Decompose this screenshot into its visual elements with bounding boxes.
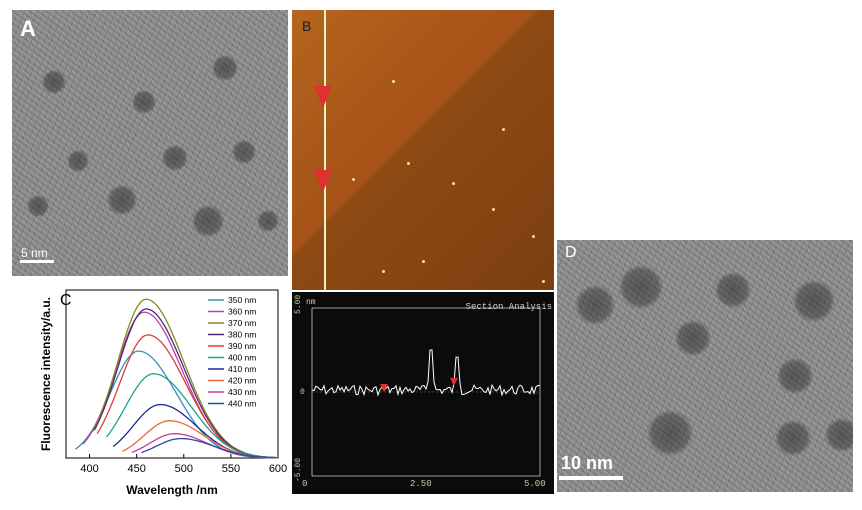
nanoparticle <box>27 195 49 217</box>
scale-label-a: 5 nm <box>21 246 48 260</box>
scale-bar-a <box>20 260 54 263</box>
legend-label: 350 nm <box>228 295 256 305</box>
section-unit: nm <box>306 298 316 307</box>
panel-letter-c: C <box>60 292 72 309</box>
series-line-400-nm <box>105 373 278 459</box>
scale-label-d: 10 nm <box>561 453 614 473</box>
legend-label: 360 nm <box>228 307 256 317</box>
fluorescence-chart-svg: 400 450 500 550 600 Wavelength /nm Fluorescenc… <box>39 289 287 497</box>
panel-a-tem-image: A 5 nm <box>12 10 288 276</box>
nanoparticle <box>132 90 156 114</box>
section-marker-2 <box>450 378 458 386</box>
legend-label: 390 nm <box>228 341 256 351</box>
section-marker-1 <box>380 384 388 392</box>
x-tick-label: 450 <box>127 463 145 475</box>
section-analysis-panel: nm Section Analysis 5.00 0 -5.00 0 2.50 … <box>292 292 554 494</box>
section-title: Section Analysis <box>465 302 552 312</box>
nanoparticle <box>775 420 811 456</box>
marker-arrow-bottom <box>314 170 332 192</box>
section-y-tick-mid: 0 <box>300 388 305 397</box>
nanoparticle <box>575 285 615 325</box>
marker-arrow-top <box>314 86 332 108</box>
section-line <box>324 10 326 290</box>
section-x-tick-mid: 2.50 <box>410 479 432 489</box>
panel-letter-d: D <box>565 244 577 261</box>
plot-frame <box>65 289 279 459</box>
legend-label: 400 nm <box>228 353 256 363</box>
nanoparticle <box>67 150 89 172</box>
nanoparticle <box>192 205 224 237</box>
x-tick-label: 550 <box>222 463 240 475</box>
nanoparticle <box>107 185 137 215</box>
section-x-tick-end: 5.00 <box>524 479 546 489</box>
panel-c-chart: 400 450 500 550 600 Wavelength /nm Fluorescenc… <box>38 282 290 506</box>
nanoparticle <box>647 410 693 456</box>
legend-label: 420 nm <box>228 376 256 386</box>
legend-label: 370 nm <box>228 318 256 328</box>
nanoparticle <box>232 140 256 164</box>
panel-d-tem-image: D 10 nm <box>557 240 853 492</box>
section-x-tick-0: 0 <box>302 479 308 489</box>
nanoparticle <box>675 320 711 356</box>
nanoparticle <box>825 418 853 452</box>
nanoparticle <box>212 55 238 81</box>
nanoparticle <box>619 265 663 309</box>
legend-label: 440 nm <box>228 399 256 409</box>
scale-bar-d <box>559 476 623 480</box>
legend-label: 430 nm <box>228 387 256 397</box>
panel-letter-a: A <box>20 16 36 41</box>
series-line-440-nm <box>141 437 278 459</box>
x-tick-label: 500 <box>175 463 193 475</box>
legend-label: 410 nm <box>228 364 256 374</box>
x-axis-label: Wavelength /nm <box>126 483 218 497</box>
nanoparticle <box>162 145 188 171</box>
panel-letter-b: B <box>302 18 312 34</box>
section-y-tick-top: 5.00 <box>294 294 303 314</box>
nanoparticle <box>42 70 66 94</box>
nanoparticle <box>777 358 813 394</box>
nanoparticle <box>793 280 835 322</box>
nanoparticle <box>257 210 279 232</box>
section-profile-plot <box>311 307 541 477</box>
series-line-430-nm <box>131 433 278 459</box>
y-axis-label: Fluorescence intensity/a.u. <box>39 297 53 451</box>
series-line-420-nm <box>122 420 278 459</box>
x-tick-label: 600 <box>269 463 287 475</box>
x-tick-label: 400 <box>80 463 98 475</box>
legend-label: 380 nm <box>228 330 256 340</box>
nanoparticle <box>715 272 751 308</box>
panel-b-afm-image: B <box>292 10 554 290</box>
